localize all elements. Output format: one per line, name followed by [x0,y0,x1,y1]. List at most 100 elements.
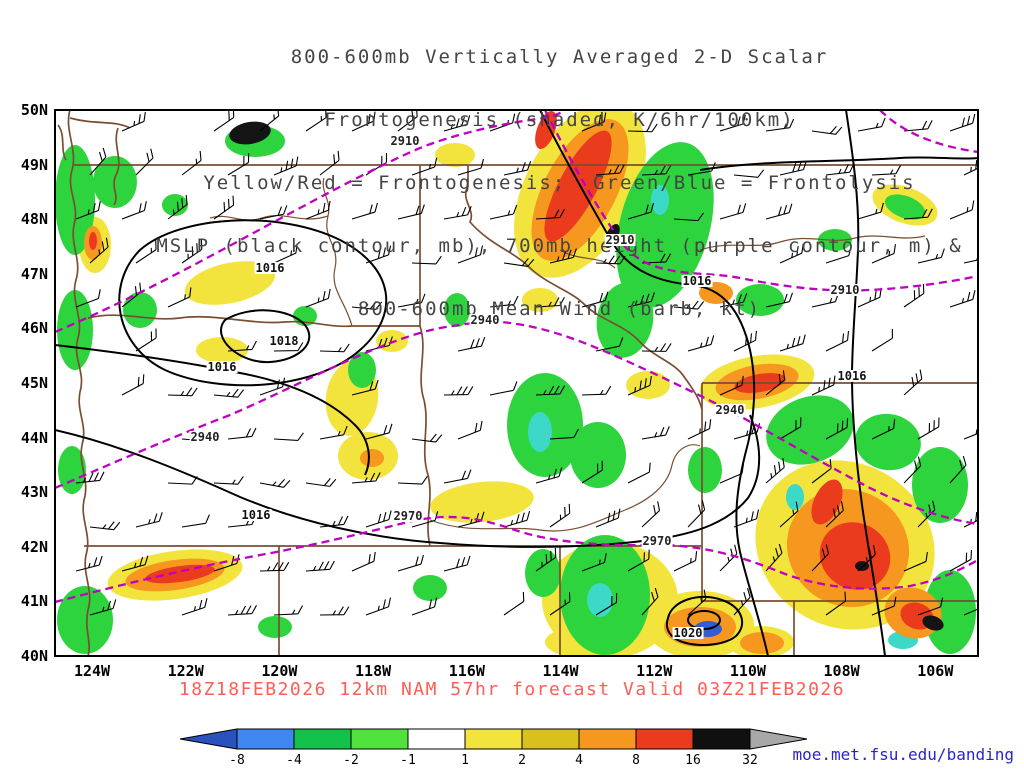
wind-barb [259,205,288,220]
colorbar-segment [407,728,466,750]
wind-barb [687,335,715,352]
wind-barb [227,153,250,176]
contour-label-height: 2910 [604,233,636,247]
wind-barb [351,551,376,572]
wind-barb [411,255,442,265]
wind-barb [535,296,565,308]
wind-barb [765,203,793,220]
wind-barb [121,201,147,220]
wind-barb [227,605,257,616]
wind-barb [351,111,376,132]
wind-barb [351,301,383,310]
wind-barb [825,330,850,352]
wind-barb [397,204,425,220]
wind-barb [779,160,807,176]
wind-barb [411,597,438,616]
wind-barb [857,117,886,132]
wind-barb [903,284,925,308]
lon-label: 122W [167,662,204,680]
wind-barb [319,150,340,176]
wind-barb [121,555,149,572]
wind-barb [213,110,235,132]
wind-barb [963,596,978,616]
lon-label: 120W [261,662,298,680]
or-id-border [419,325,431,547]
lon-label: 118W [355,662,392,680]
wind-barb [365,245,392,264]
wind-barb [167,287,192,308]
wind-barb [733,587,751,616]
wind-barb [489,295,519,308]
colorbar-tick-label: 16 [685,753,701,768]
contour-label-mslp: 1018 [268,334,300,348]
colorbar-tick-label: -1 [400,753,416,768]
wind-barb [719,293,748,308]
wind-barb [305,110,327,132]
wind-barb [457,337,486,352]
lat-label: 45N [20,374,48,392]
wind-barb [641,165,672,176]
wind-barb [641,501,661,528]
wind-barb [135,240,157,264]
wind-barb [273,605,304,616]
contour-label-height: 2970 [641,534,673,548]
title-line-3: Yellow/Red = Frontogenesis; Green/Blue =… [203,172,916,194]
wind-barb [779,417,802,440]
wind-barb [595,337,624,352]
map-frame [54,109,979,657]
wind-barb [457,511,485,528]
wind-barb [719,375,744,396]
wind-barb [949,200,975,220]
wind-barb [963,420,978,440]
wind-barb [365,510,392,528]
wind-barb [857,545,876,572]
wind-barb [213,476,244,485]
wind-barb [627,123,658,133]
colorbar-segment [236,728,295,750]
wind-barb [89,599,117,616]
colorbar-segment [464,728,523,750]
wind-barb [627,375,652,396]
contour-label-height: 2910 [829,283,861,297]
contour-label-height: 2940 [189,430,221,444]
wind-barb [535,547,557,572]
wind-barb [949,455,967,484]
colorbar-segment [179,728,238,750]
wind-barb [397,110,418,132]
wind-barb [627,202,655,220]
shading-green [55,125,976,655]
wind-barb [871,596,897,616]
wind-barb [581,291,609,308]
wind-barb [719,544,738,572]
wind-barb [319,425,348,440]
wind-barb [75,471,105,484]
wind-barb [351,472,381,484]
wind-barb [305,200,331,220]
wind-barb [949,113,976,132]
wind-barb [917,248,945,264]
wind-barb [89,147,107,176]
credit-link[interactable]: moe.met.fsu.edu/banding [792,745,1014,764]
contour-label-mslp: 1020 [672,626,704,640]
wind-barb [397,554,424,572]
lon-label: 112W [636,662,673,680]
wind-barb [871,419,896,440]
wind-barb [443,115,471,132]
wind-barb [75,289,101,308]
lat-label: 50N [20,101,48,119]
colorbar-segment [578,728,637,750]
wind-barb [489,381,518,396]
wind-barb [273,243,298,264]
wind-barb [641,426,670,440]
lat-label: 47N [20,264,48,283]
wind-barb [581,553,607,572]
wind-barb [811,125,843,135]
lat-label: 42N [20,537,48,556]
wind-barb [135,148,154,176]
wind-barb [549,592,571,616]
contour-label-mslp: 1016 [240,508,272,522]
wind-barb [443,205,472,220]
wind-barb [305,478,337,487]
wind-barb [917,597,944,616]
wind-barb [259,561,290,572]
